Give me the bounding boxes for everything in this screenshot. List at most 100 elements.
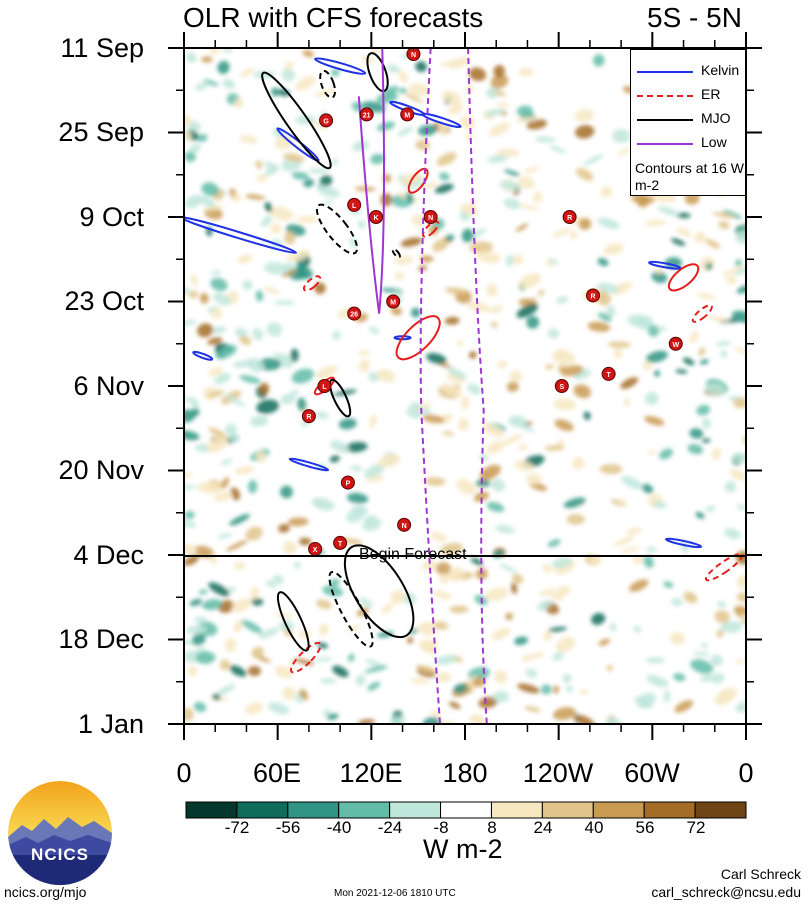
olr-anomaly-cell — [184, 320, 197, 326]
colorbar-swatch — [338, 801, 391, 819]
olr-anomaly-cell — [544, 445, 564, 451]
olr-anomaly-cell — [187, 665, 198, 677]
storm-icon — [319, 113, 334, 128]
olr-anomaly-cell — [193, 616, 207, 623]
olr-anomaly-cell — [573, 384, 592, 399]
storm-letter: R — [567, 215, 572, 222]
olr-anomaly-cell — [736, 284, 746, 294]
olr-anomaly-cell — [461, 228, 474, 243]
olr-anomaly-cell — [376, 368, 396, 383]
olr-anomaly-cell — [572, 457, 585, 470]
olr-anomaly-cell — [207, 306, 217, 313]
storm-icon — [562, 210, 577, 224]
olr-anomaly-cell — [247, 666, 261, 677]
olr-anomaly-cell — [497, 360, 508, 369]
olr-anomaly-cell — [217, 532, 233, 539]
storm-marker: T — [333, 535, 348, 550]
storm-marker: R — [586, 288, 601, 303]
storm-letter: X — [313, 547, 318, 554]
olr-anomaly-cell — [583, 411, 591, 420]
olr-anomaly-cell — [644, 415, 665, 426]
olr-anomaly-cell — [190, 274, 198, 287]
olr-anomaly-cell — [718, 220, 730, 230]
olr-anomaly-cell — [722, 209, 742, 220]
olr-anomaly-cell — [400, 237, 423, 247]
olr-anomaly-cell — [448, 57, 470, 69]
olr-anomaly-cell — [191, 633, 206, 646]
mjo-contour — [366, 52, 389, 93]
olr-anomaly-cell — [332, 330, 341, 340]
olr-anomaly-cell — [735, 259, 742, 267]
olr-anomaly-cell — [255, 290, 264, 302]
olr-anomaly-cell — [408, 83, 430, 97]
olr-anomaly-cell — [184, 707, 194, 722]
storm-letter: S — [559, 384, 564, 391]
olr-anomaly-cell — [221, 477, 230, 489]
mjo-contour — [329, 378, 352, 418]
olr-anomaly-cell — [290, 348, 299, 363]
olr-anomaly-cell — [274, 135, 296, 150]
olr-anomaly-cell — [591, 613, 606, 625]
olr-anomaly-cell — [536, 599, 553, 611]
colorbar-swatch — [287, 801, 340, 819]
olr-anomaly-cell — [490, 478, 506, 492]
storm-letter: 21 — [363, 112, 371, 119]
x-tick-label: 0 — [176, 758, 192, 788]
olr-anomaly-cell — [539, 588, 556, 596]
olr-anomaly-cell — [188, 290, 199, 299]
olr-anomaly-cell — [724, 481, 737, 493]
olr-anomaly-cell — [377, 631, 394, 638]
olr-anomaly-cell — [734, 605, 746, 620]
storm-icon — [668, 336, 683, 351]
y-tick-label: 1 Jan — [77, 709, 144, 739]
olr-anomaly-cell — [644, 391, 659, 405]
timestamp: Mon 2021-12-06 1810 UTC — [334, 888, 456, 899]
olr-anomaly-cell — [596, 282, 619, 294]
olr-anomaly-cell — [545, 364, 554, 370]
olr-anomaly-cell — [234, 327, 248, 338]
olr-anomaly-cell — [194, 82, 210, 91]
olr-anomaly-cell — [434, 654, 458, 665]
olr-anomaly-cell — [210, 277, 228, 292]
olr-anomaly-cell — [726, 275, 737, 285]
olr-anomaly-cell — [441, 383, 463, 397]
olr-anomaly-cell — [504, 169, 520, 177]
er-contour — [407, 167, 429, 194]
olr-anomaly-cell — [563, 497, 586, 509]
olr-anomaly-cell — [633, 555, 643, 565]
olr-anomaly-cell — [295, 75, 316, 91]
mjo-contour — [319, 69, 337, 99]
olr-anomaly-cell — [274, 612, 293, 618]
author-email[interactable]: carl_schreck@ncsu.edu — [651, 884, 801, 900]
olr-anomaly-cell — [319, 678, 337, 684]
olr-anomaly-cell — [213, 292, 231, 306]
olr-anomaly-cell — [598, 638, 611, 646]
storm-marker: S — [554, 379, 569, 393]
olr-anomaly-cell — [663, 690, 671, 703]
olr-anomaly-cell — [197, 323, 214, 338]
olr-anomaly-cell — [390, 590, 406, 605]
olr-anomaly-cell — [274, 300, 296, 306]
olr-anomaly-cell — [606, 305, 616, 318]
olr-anomaly-cell — [503, 198, 521, 210]
site-url[interactable]: ncics.org/mjo — [4, 884, 87, 900]
storm-letter: T — [338, 541, 343, 548]
olr-anomaly-cell — [259, 382, 270, 395]
olr-anomaly-cell — [256, 173, 268, 183]
olr-anomaly-cell — [184, 430, 200, 441]
olr-anomaly-cell — [324, 200, 334, 205]
olr-anomaly-cell — [352, 140, 370, 152]
olr-anomaly-cell — [197, 133, 208, 142]
olr-anomaly-cell — [364, 463, 385, 479]
olr-anomaly-cell — [184, 543, 198, 556]
olr-anomaly-cell — [184, 151, 196, 163]
olr-anomaly-cell — [357, 220, 366, 229]
legend-item-low: Low — [635, 134, 745, 152]
storm-letter: N — [411, 52, 416, 59]
olr-anomaly-cell — [291, 368, 315, 384]
legend-swatch — [637, 119, 693, 121]
olr-anomaly-cell — [486, 283, 498, 297]
storm-letter: W — [672, 342, 679, 349]
olr-anomaly-cell — [245, 702, 264, 715]
olr-anomaly-cell — [620, 475, 643, 490]
